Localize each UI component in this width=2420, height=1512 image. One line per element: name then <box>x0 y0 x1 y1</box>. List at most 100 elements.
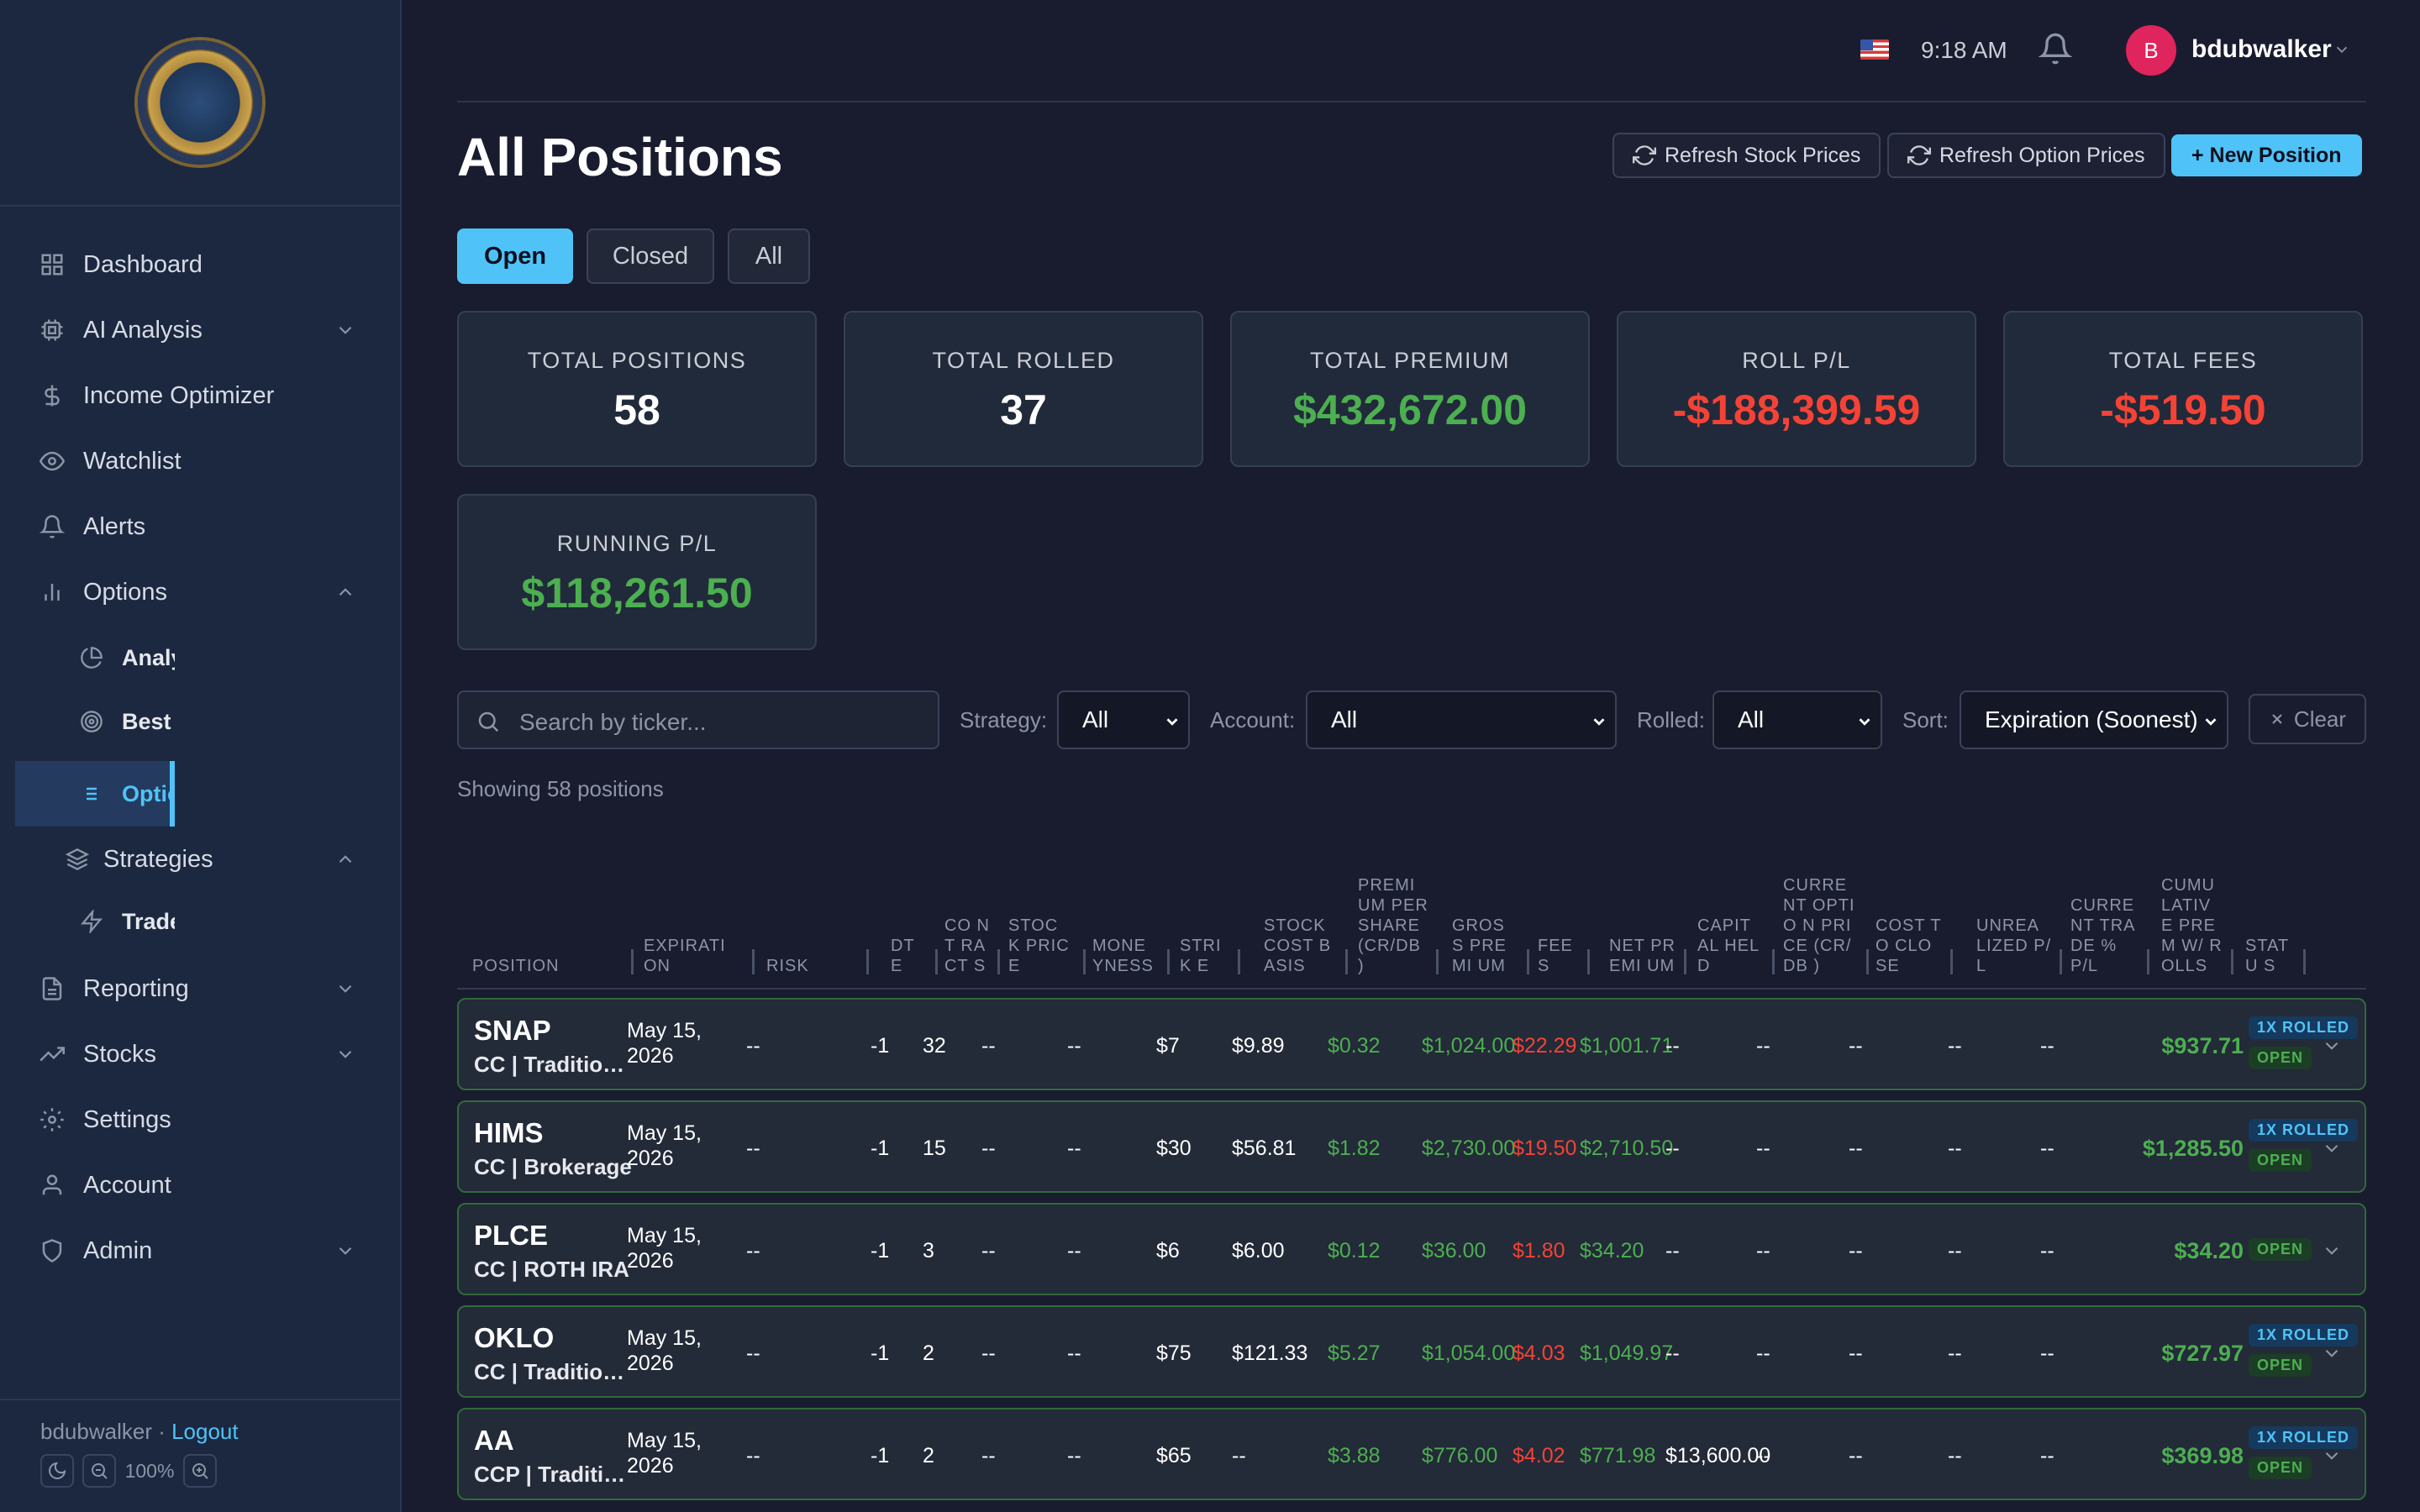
column-header[interactable]: CO NT RA CT S <box>944 916 1000 975</box>
sidebar-item-settings[interactable]: Settings <box>0 1090 402 1149</box>
position-ticker: HIMS <box>474 1117 544 1148</box>
user-icon <box>37 1170 67 1200</box>
sidebar-item-label: Alerts <box>83 512 146 540</box>
sidebar-item-reporting[interactable]: Reporting <box>0 959 402 1018</box>
sidebar-item-analytics[interactable]: Analytics <box>15 628 175 687</box>
stat-label: RUNNING P/L <box>556 531 718 556</box>
column-header[interactable]: FEE S <box>1538 936 1590 976</box>
column-header[interactable]: DT E <box>891 936 938 976</box>
sidebar-item-dashboard[interactable]: Dashboard <box>0 235 402 294</box>
chevron-down-icon[interactable] <box>2321 1137 2343 1159</box>
stat-card-roll-pl: ROLL P/L -$188,399.59 <box>1617 311 1976 467</box>
column-header[interactable]: MONE YNESS <box>1092 936 1170 976</box>
sidebar-item-label: Stocks <box>83 1040 157 1068</box>
cell-contracts: 2 <box>923 1443 934 1467</box>
cell-cost-basis: $56.81 <box>1232 1136 1297 1160</box>
new-position-button[interactable]: + New Position <box>2171 134 2362 176</box>
chevron-up-icon <box>339 588 352 596</box>
sidebar-item-options[interactable]: Options <box>0 563 402 622</box>
column-header[interactable]: STOCK COST BASIS <box>1264 916 1348 976</box>
us-flag-icon[interactable] <box>1860 39 1889 60</box>
cell-moneyness: -- <box>1067 1443 1081 1467</box>
theme-toggle-button[interactable] <box>40 1454 74 1488</box>
sidebar-item-options-positions[interactable]: Options Positions <box>15 761 175 827</box>
clear-filters-button[interactable]: Clear <box>2249 694 2366 744</box>
sidebar-item-account[interactable]: Account <box>0 1156 402 1215</box>
refresh-stock-prices-button[interactable]: Refresh Stock Prices <box>1612 133 1881 178</box>
cell-contracts: 32 <box>923 1033 946 1058</box>
cell-strike: $75 <box>1156 1341 1192 1365</box>
chevron-down-icon[interactable] <box>2321 1240 2343 1262</box>
cpu-icon <box>37 315 67 345</box>
column-header[interactable]: PREMI UM PER SHARE (CR/DB ) <box>1358 876 1439 975</box>
app-logo[interactable] <box>138 40 262 165</box>
column-header[interactable]: CAPIT AL HELD <box>1697 916 1775 976</box>
bell-icon[interactable] <box>2039 32 2072 66</box>
expiration-date: May 15, 2026 <box>627 1224 702 1273</box>
chevron-down-icon[interactable] <box>2321 1445 2343 1467</box>
tab-closed[interactable]: Closed <box>587 228 714 284</box>
zoom-in-button[interactable] <box>183 1454 217 1488</box>
column-header[interactable]: CURRE NT TRADE % P/L <box>2070 895 2149 976</box>
stat-label: TOTAL ROLLED <box>932 348 1115 373</box>
sidebar-item-alerts[interactable]: Alerts <box>0 497 402 556</box>
cell-net: $1,001.71 <box>1580 1033 1674 1058</box>
position-ticker: AA <box>474 1425 514 1456</box>
chevron-down-icon[interactable] <box>2321 1342 2343 1364</box>
chevron-down-icon[interactable] <box>2333 40 2351 59</box>
cell-cost-basis: -- <box>1232 1443 1246 1467</box>
column-header[interactable]: NET PREMI UM <box>1609 937 1686 975</box>
clock: 9:18 AM <box>1921 37 2007 63</box>
table-row[interactable]: PLCE CC | ROTH IRA May 15, 2026 -- -1 3 -- -- $6… <box>457 1203 2366 1295</box>
account-select[interactable]: All <box>1306 690 1617 749</box>
column-header[interactable]: CURRE NT OPTIO N PRICE (CR/DB ) <box>1783 875 1869 976</box>
tab-all[interactable]: All <box>728 228 810 284</box>
avatar[interactable]: B <box>2126 25 2176 76</box>
cell-dte: -1 <box>871 1136 890 1160</box>
refresh-option-prices-button[interactable]: Refresh Option Prices <box>1887 133 2165 178</box>
sidebar-item-income-optimizer[interactable]: Income Optimizer <box>0 366 402 425</box>
tab-open[interactable]: Open <box>457 228 573 284</box>
username[interactable]: bdubwalker <box>2191 35 2332 63</box>
cell-cumulative: $937.71 <box>2161 1032 2244 1058</box>
column-header[interactable]: STRIK E <box>1180 936 1240 976</box>
rolled-select[interactable]: All <box>1712 690 1882 749</box>
column-header[interactable]: COST TO CLOSE <box>1876 916 1953 975</box>
expiration-date: May 15, 2026 <box>627 1121 702 1170</box>
cell-cost-basis: $9.89 <box>1232 1033 1285 1058</box>
cell-cur-opt: -- <box>1756 1033 1770 1058</box>
sidebar-item-ai-analysis[interactable]: AI Analysis <box>0 301 402 360</box>
sidebar-item-label: Account <box>83 1171 171 1199</box>
zoom-out-button[interactable] <box>82 1454 116 1488</box>
sidebar-item-best-scenario[interactable]: Best Scenario <box>15 692 175 751</box>
sidebar-item-trade-actions[interactable]: Trade Actions <box>15 892 175 951</box>
column-header[interactable]: POSITION <box>472 949 634 976</box>
column-header[interactable]: CUMU LATIV E PREM W/ ROLLS <box>2161 876 2233 975</box>
column-header[interactable]: STATU S <box>2245 936 2306 976</box>
sidebar-item-label: Dashboard <box>83 250 203 278</box>
column-header[interactable]: RISK <box>766 949 869 976</box>
status-badge: OPEN <box>2249 1354 2312 1377</box>
search-input[interactable]: Search by ticker... <box>457 690 939 749</box>
sidebar-item-strategies[interactable]: Strategies <box>0 830 402 889</box>
cell-fees: $4.02 <box>1512 1443 1565 1467</box>
column-header[interactable]: UNREA LIZED P/L <box>1976 916 2062 975</box>
sidebar-item-label: Trade Actions <box>122 908 175 934</box>
column-header[interactable]: EXPIRATI ON <box>644 936 755 976</box>
sort-select[interactable]: Expiration (Soonest) <box>1960 690 2228 749</box>
rolled-badge: 1X ROLLED <box>2249 1324 2359 1347</box>
cell-cumulative: $34.20 <box>2174 1237 2244 1263</box>
sidebar-item-stocks[interactable]: Stocks <box>0 1025 402 1084</box>
column-header[interactable]: GROS S PREMI UM <box>1452 916 1529 976</box>
strategy-select[interactable]: All <box>1057 690 1190 749</box>
logout-link[interactable]: Logout <box>171 1419 239 1444</box>
column-header[interactable]: STOC K PRICE <box>1008 916 1086 976</box>
chevron-down-icon[interactable] <box>2321 1035 2343 1057</box>
table-row[interactable]: HIMS CC | Brokerage May 15, 2026 -- -1 15 -- --… <box>457 1100 2366 1193</box>
cell-prem-per-share: $3.88 <box>1328 1443 1381 1467</box>
sidebar-item-admin[interactable]: Admin <box>0 1221 402 1280</box>
sidebar-item-watchlist[interactable]: Watchlist <box>0 432 402 491</box>
